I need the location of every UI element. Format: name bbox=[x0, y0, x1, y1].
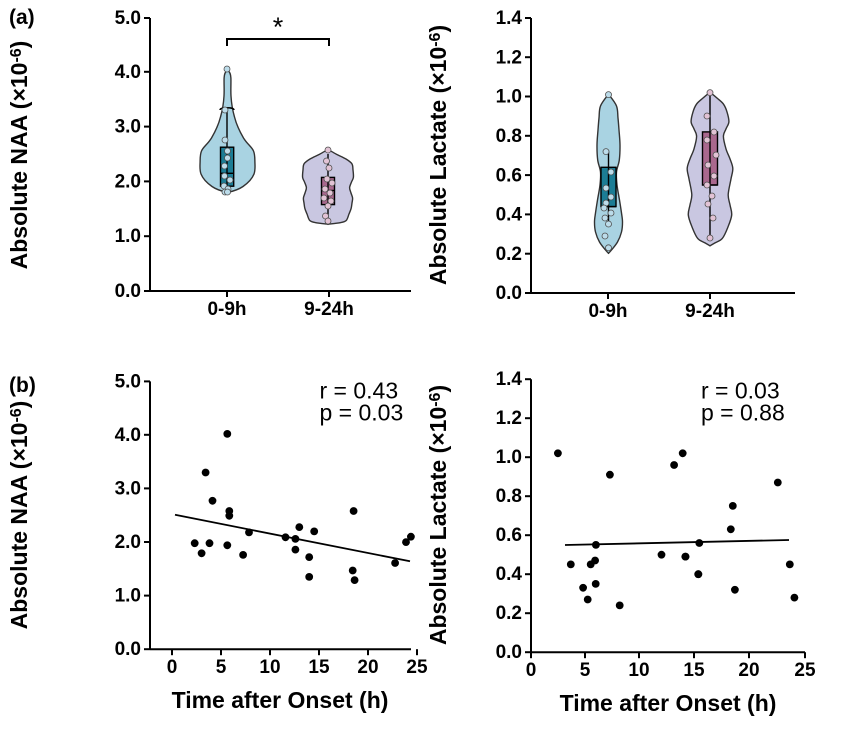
svg-text:0.0: 0.0 bbox=[115, 639, 141, 660]
svg-text:0.2: 0.2 bbox=[496, 244, 522, 265]
svg-text:10: 10 bbox=[259, 657, 280, 678]
svg-text:Absolute Lactate (×10-6): Absolute Lactate (×10-6) bbox=[427, 25, 451, 285]
svg-text:3.0: 3.0 bbox=[115, 478, 141, 499]
svg-text:5: 5 bbox=[216, 657, 227, 678]
svg-text:1.0: 1.0 bbox=[496, 447, 522, 468]
svg-text:20: 20 bbox=[357, 657, 378, 678]
svg-text:Absolute Lactate (×10-6): Absolute Lactate (×10-6) bbox=[427, 385, 451, 645]
svg-text:3.0: 3.0 bbox=[115, 117, 141, 138]
svg-text:0.4: 0.4 bbox=[496, 205, 523, 226]
svg-text:0.0: 0.0 bbox=[496, 283, 522, 304]
svg-text:5.0: 5.0 bbox=[115, 371, 141, 392]
svg-text:1.2: 1.2 bbox=[496, 47, 522, 68]
svg-text:15: 15 bbox=[308, 657, 330, 678]
svg-text:1.4: 1.4 bbox=[496, 369, 523, 390]
svg-text:0.8: 0.8 bbox=[496, 126, 522, 147]
svg-text:25: 25 bbox=[794, 660, 816, 681]
svg-text:Absolute NAA (×10-6): Absolute NAA (×10-6) bbox=[6, 401, 32, 630]
svg-text:Time after Onset (h): Time after Onset (h) bbox=[560, 690, 777, 716]
svg-text:20: 20 bbox=[738, 660, 759, 681]
svg-text:0: 0 bbox=[526, 660, 537, 681]
svg-text:10: 10 bbox=[628, 660, 649, 681]
svg-text:1.0: 1.0 bbox=[115, 586, 141, 607]
svg-text:p = 0.88: p = 0.88 bbox=[701, 400, 785, 426]
svg-text:Absolute NAA (×10-6): Absolute NAA (×10-6) bbox=[6, 41, 32, 270]
svg-text:0.0: 0.0 bbox=[115, 281, 141, 302]
svg-text:5: 5 bbox=[580, 660, 591, 681]
svg-text:5.0: 5.0 bbox=[115, 8, 141, 29]
svg-text:0.6: 0.6 bbox=[496, 525, 522, 546]
svg-text:0-9h: 0-9h bbox=[588, 301, 627, 322]
svg-text:0-9h: 0-9h bbox=[207, 299, 246, 320]
svg-text:2.0: 2.0 bbox=[115, 532, 141, 553]
svg-text:1.2: 1.2 bbox=[496, 408, 522, 429]
svg-text:9-24h: 9-24h bbox=[304, 299, 354, 320]
svg-text:1.0: 1.0 bbox=[496, 87, 522, 108]
svg-text:25: 25 bbox=[406, 657, 428, 678]
svg-text:0: 0 bbox=[167, 657, 178, 678]
svg-text:0.0: 0.0 bbox=[496, 642, 522, 663]
svg-text:*: * bbox=[273, 12, 284, 42]
svg-text:15: 15 bbox=[683, 660, 705, 681]
svg-text:0.4: 0.4 bbox=[496, 564, 523, 585]
svg-text:0.8: 0.8 bbox=[496, 486, 522, 507]
svg-text:4.0: 4.0 bbox=[115, 62, 141, 83]
svg-text:2.0: 2.0 bbox=[115, 171, 141, 192]
svg-text:1.0: 1.0 bbox=[115, 226, 141, 247]
svg-text:p = 0.03: p = 0.03 bbox=[320, 400, 404, 426]
svg-text:1.4: 1.4 bbox=[496, 8, 523, 29]
svg-text:0.6: 0.6 bbox=[496, 165, 522, 186]
svg-text:0.2: 0.2 bbox=[496, 603, 522, 624]
svg-text:4.0: 4.0 bbox=[115, 425, 141, 446]
svg-text:9-24h: 9-24h bbox=[685, 301, 735, 322]
svg-text:Time after Onset (h): Time after Onset (h) bbox=[172, 687, 389, 713]
